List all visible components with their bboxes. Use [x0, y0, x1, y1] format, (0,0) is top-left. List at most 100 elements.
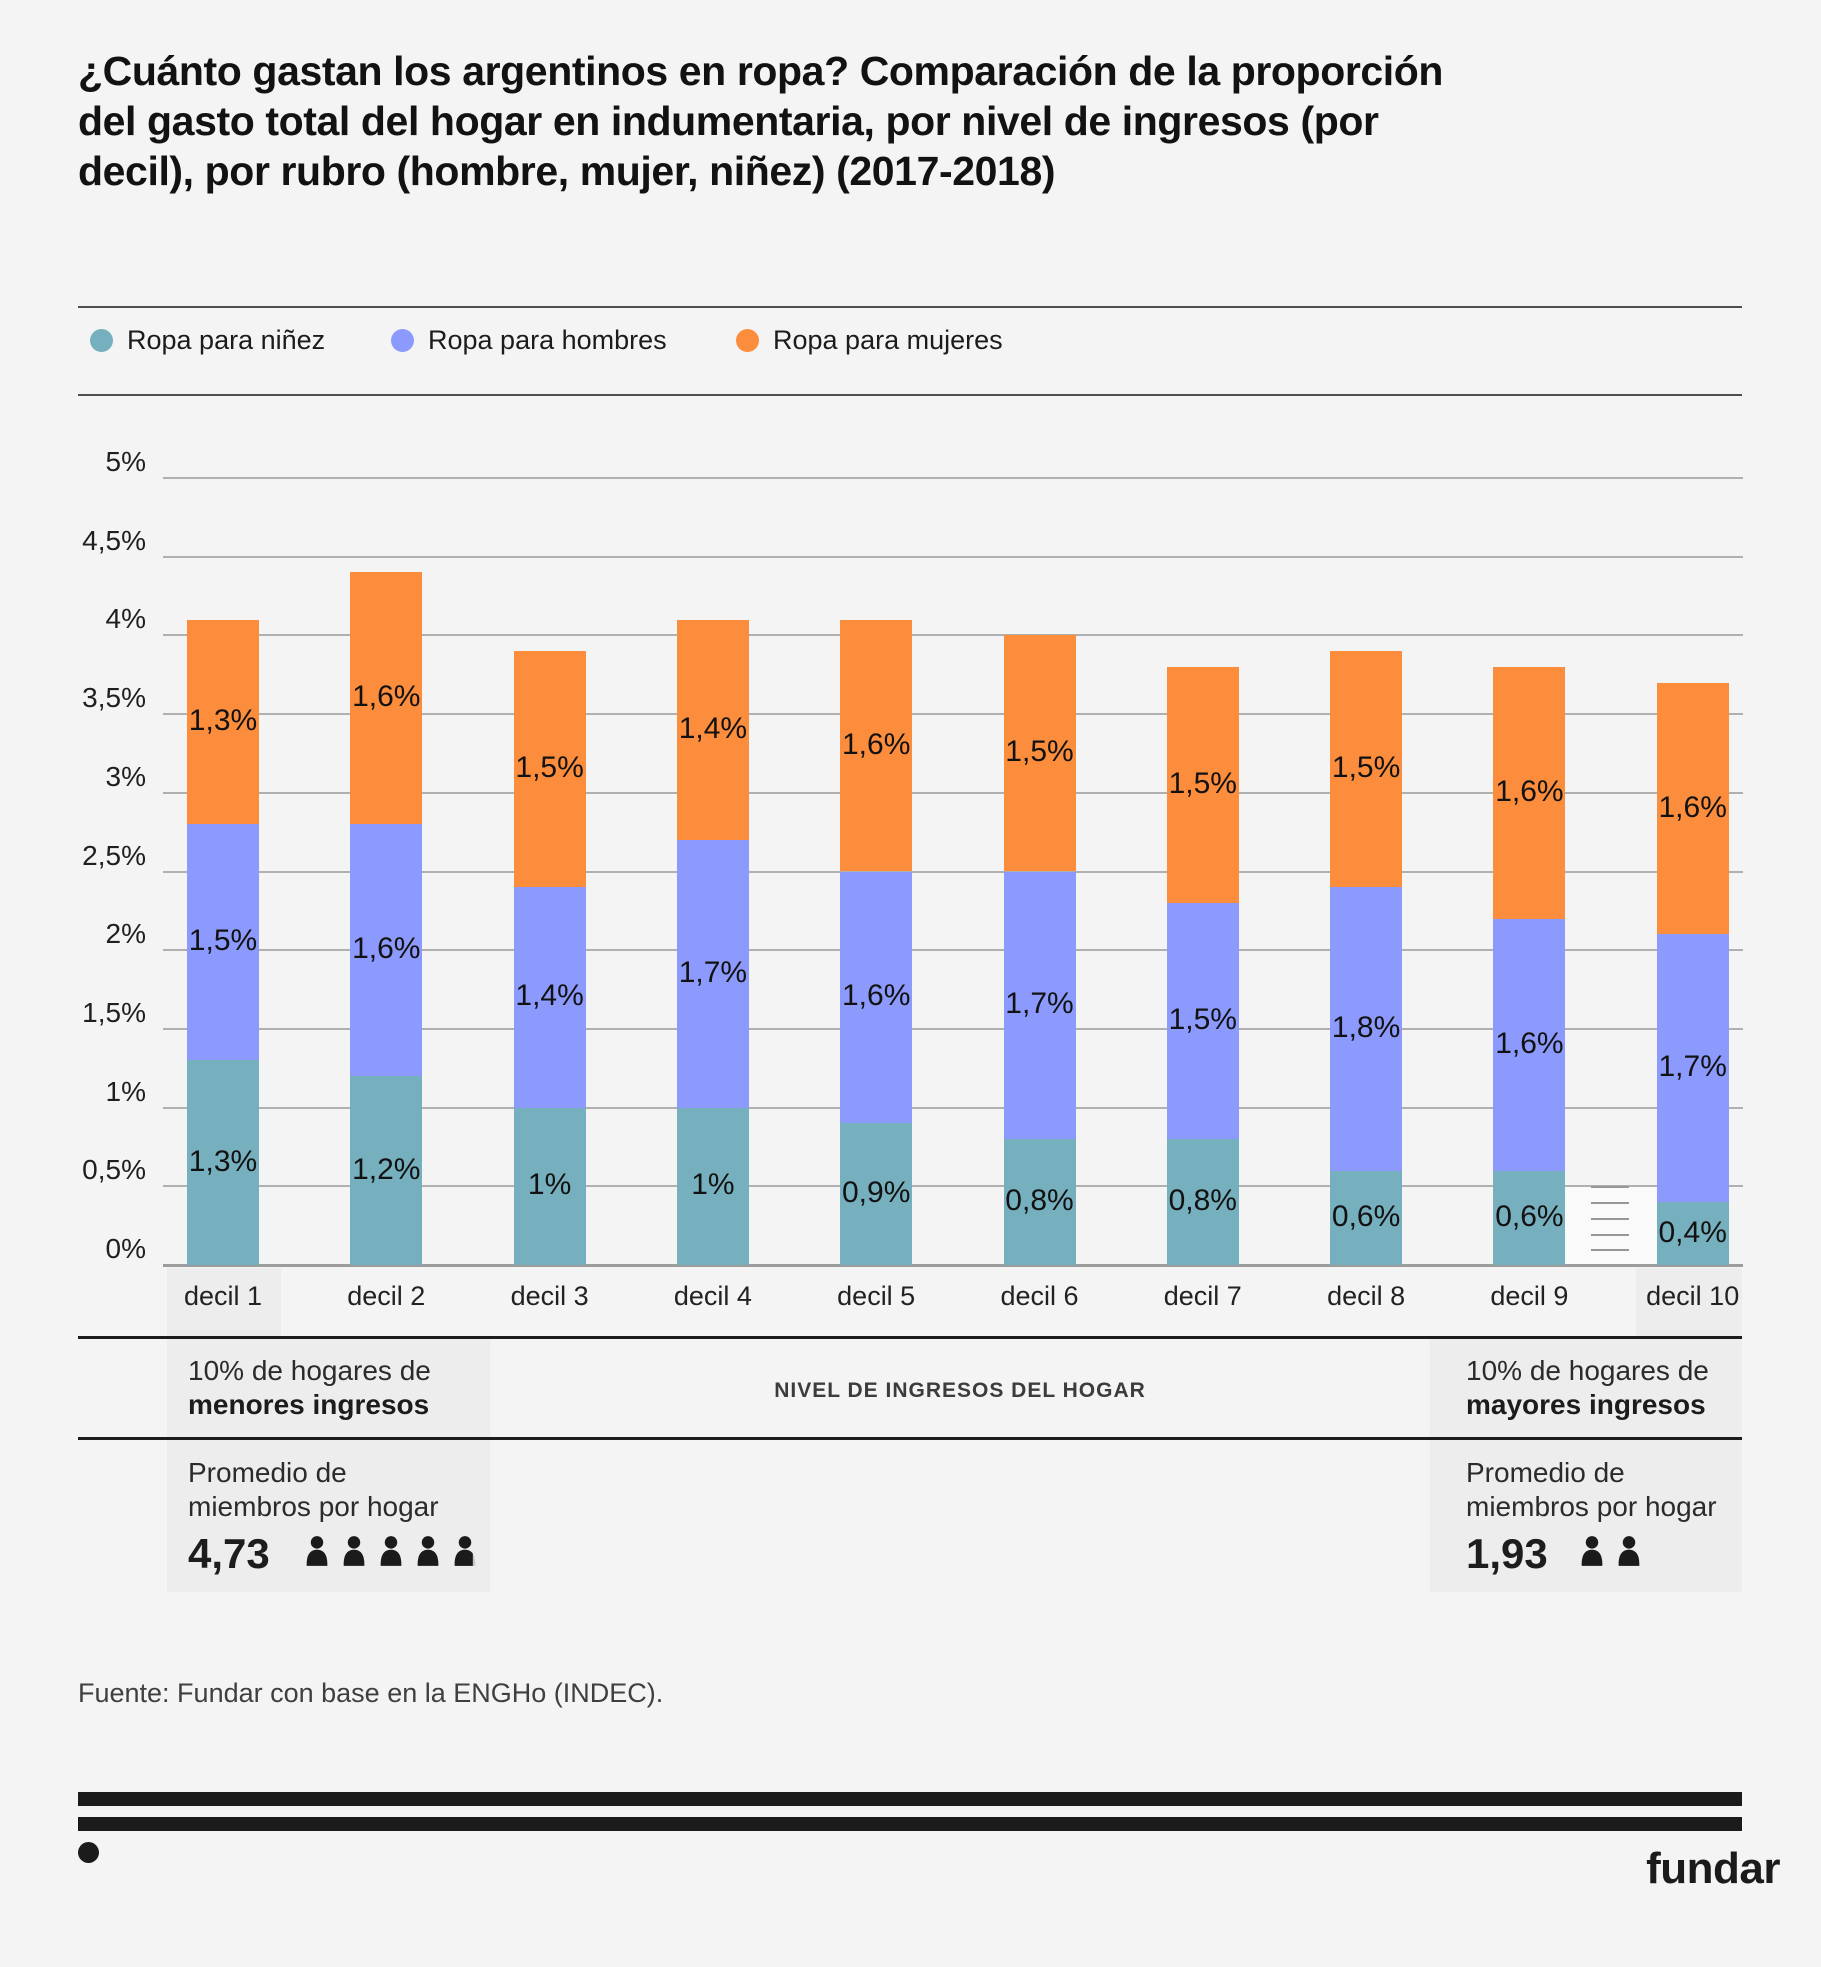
- title-line-2: del gasto total del hogar en indumentari…: [78, 98, 1379, 144]
- bar-segment-label: 1%: [691, 1168, 735, 1202]
- y-axis-tick-label: 3%: [105, 760, 146, 792]
- page-title: ¿Cuánto gastan los argentinos en ropa? C…: [78, 46, 1443, 196]
- bar-segment-hombres-decil-8: 1,8%: [1330, 887, 1403, 1171]
- y-axis-tick-label: 2%: [105, 918, 146, 950]
- divider-above-legend: [78, 306, 1742, 308]
- right-income-note-line2: mayores ingresos: [1466, 1389, 1706, 1420]
- mini-scale-dash: [1591, 1217, 1630, 1220]
- bar-segment-hombres-decil-5: 1,6%: [840, 871, 913, 1124]
- gridline: [163, 1185, 1743, 1188]
- y-axis-tick-label: 0%: [105, 1233, 146, 1264]
- bar-segment-label: 1,6%: [841, 979, 911, 1013]
- legend-dot-hombres-icon: [391, 328, 414, 352]
- y-axis-tick-label: 1%: [105, 1075, 146, 1107]
- bar-segment-ninez-decil-5: 0,9%: [840, 1123, 913, 1265]
- bar-segment-mujeres-decil-9: 1,6%: [1493, 666, 1566, 919]
- bar-segment-label: 1,7%: [1005, 987, 1074, 1021]
- mini-scale-dash: [1591, 1186, 1630, 1189]
- gridline: [163, 1027, 1743, 1030]
- x-axis-category-label: decil 2: [347, 1281, 426, 1311]
- mini-scale-dash: [1591, 1233, 1630, 1236]
- gridline: [163, 791, 1743, 794]
- highlight-band-decil-1: [167, 1268, 281, 1336]
- x-axis-category-label: decil 8: [1327, 1281, 1406, 1311]
- bar-segment-label: 0,6%: [1331, 1199, 1401, 1233]
- x-axis-category-label: decil 5: [837, 1281, 916, 1311]
- mini-scale-box: [1565, 1186, 1657, 1265]
- panel-right-income: [1430, 1339, 1742, 1437]
- left-members-label-line2: miembros por hogar: [188, 1491, 439, 1522]
- divider-annotation-top: [78, 1336, 1742, 1339]
- bar-segment-label: 1,5%: [515, 751, 584, 785]
- gridline: [163, 1106, 1743, 1109]
- bar-segment-hombres-decil-3: 1,4%: [513, 887, 586, 1108]
- bar-segment-label: 1,5%: [1168, 1003, 1237, 1037]
- legend-item-hombres: Ropa para hombres: [391, 322, 667, 358]
- bar-segment-mujeres-decil-7: 1,5%: [1166, 666, 1239, 903]
- x-axis-category-label: decil 7: [1163, 1281, 1242, 1311]
- bar-segment-label: 1,4%: [515, 979, 584, 1013]
- bar-segment-ninez-decil-10: 0,4%: [1656, 1202, 1729, 1265]
- y-axis-tick-label: 1,5%: [82, 996, 146, 1028]
- bar-segment-ninez-decil-9: 0,6%: [1493, 1170, 1566, 1265]
- bar-segment-mujeres-decil-1: 1,3%: [187, 619, 259, 825]
- legend-item-ninez: Ropa para niñez: [90, 322, 325, 358]
- bar-segment-label: 1,2%: [352, 1152, 421, 1186]
- bar-segment-mujeres-decil-2: 1,6%: [350, 572, 423, 825]
- y-axis-tick-label: 3,5%: [82, 682, 146, 714]
- legend-item-mujeres: Ropa para mujeres: [736, 322, 1003, 358]
- y-axis-tick-label: 2,5%: [82, 839, 146, 871]
- x-axis-category-label: decil 10: [1646, 1281, 1740, 1311]
- bar-segment-mujeres-decil-10: 1,6%: [1656, 682, 1729, 935]
- y-axis-tick-label: 4%: [105, 603, 146, 635]
- gridline: [163, 870, 1743, 873]
- bar-segment-label: 0,8%: [1005, 1184, 1074, 1218]
- person-icon: [448, 1535, 482, 1574]
- divider-annotation-middle: [78, 1437, 1742, 1440]
- legend-dot-ninez-icon: [90, 328, 113, 352]
- bar-segment-label: 1,5%: [1331, 751, 1401, 785]
- bar-segment-label: 0,8%: [1168, 1184, 1237, 1218]
- bar-segment-mujeres-decil-6: 1,5%: [1003, 635, 1076, 872]
- bar-segment-mujeres-decil-5: 1,6%: [840, 619, 913, 872]
- title-line-1: ¿Cuánto gastan los argentinos en ropa? C…: [78, 48, 1444, 94]
- gridline: [163, 1264, 1743, 1267]
- bar-segment-label: 1,6%: [1495, 774, 1564, 808]
- y-axis-tick-label: 4,5%: [82, 524, 146, 556]
- bar-segment-label: 0,4%: [1658, 1215, 1727, 1249]
- x-axis-category-label: decil 4: [673, 1281, 752, 1311]
- mini-scale-dash: [1591, 1202, 1630, 1205]
- bar-segment-ninez-decil-7: 0,8%: [1166, 1139, 1239, 1265]
- right-members-label-line2: miembros por hogar: [1466, 1491, 1717, 1522]
- x-axis-category-label: decil 3: [510, 1281, 589, 1311]
- person-icon: [1612, 1535, 1646, 1574]
- person-icon: [337, 1535, 371, 1574]
- x-axis-category-label: decil 9: [1490, 1281, 1569, 1311]
- left-income-note-line1: 10% de hogares de: [188, 1355, 431, 1386]
- bar-segment-label: 1,3%: [188, 1144, 258, 1178]
- title-line-3: decil), por rubro (hombre, mujer, niñez)…: [78, 148, 1056, 194]
- brand-bar-bottom: [78, 1817, 1742, 1831]
- right-members-icons: [1575, 1535, 1646, 1574]
- person-icon: [411, 1535, 445, 1574]
- right-members-label-line1: Promedio de: [1466, 1457, 1625, 1488]
- right-income-note-line1: 10% de hogares de: [1466, 1355, 1709, 1386]
- bar-segment-hombres-decil-10: 1,7%: [1656, 934, 1729, 1203]
- bar-segment-ninez-decil-2: 1,2%: [350, 1076, 423, 1265]
- y-axis-tick-label: 0,5%: [82, 1154, 146, 1186]
- bar-segment-label: 1,7%: [678, 955, 748, 989]
- bar-segment-ninez-decil-4: 1%: [676, 1107, 749, 1265]
- gridline: [163, 949, 1743, 952]
- brand-dot-icon: [78, 1842, 99, 1863]
- bar-segment-hombres-decil-2: 1,6%: [350, 824, 423, 1077]
- legend-label-hombres: Ropa para hombres: [428, 324, 667, 355]
- gridline: [163, 713, 1743, 716]
- bar-segment-label: 0,9%: [841, 1176, 911, 1210]
- brand-wordmark: fundar: [1646, 1844, 1780, 1893]
- gridline: [163, 555, 1743, 558]
- left-members-icons: [300, 1535, 482, 1574]
- right-members-value: 1,93: [1466, 1530, 1548, 1577]
- mini-scale-dash: [1591, 1249, 1630, 1252]
- bar-segment-label: 1,5%: [1005, 735, 1074, 769]
